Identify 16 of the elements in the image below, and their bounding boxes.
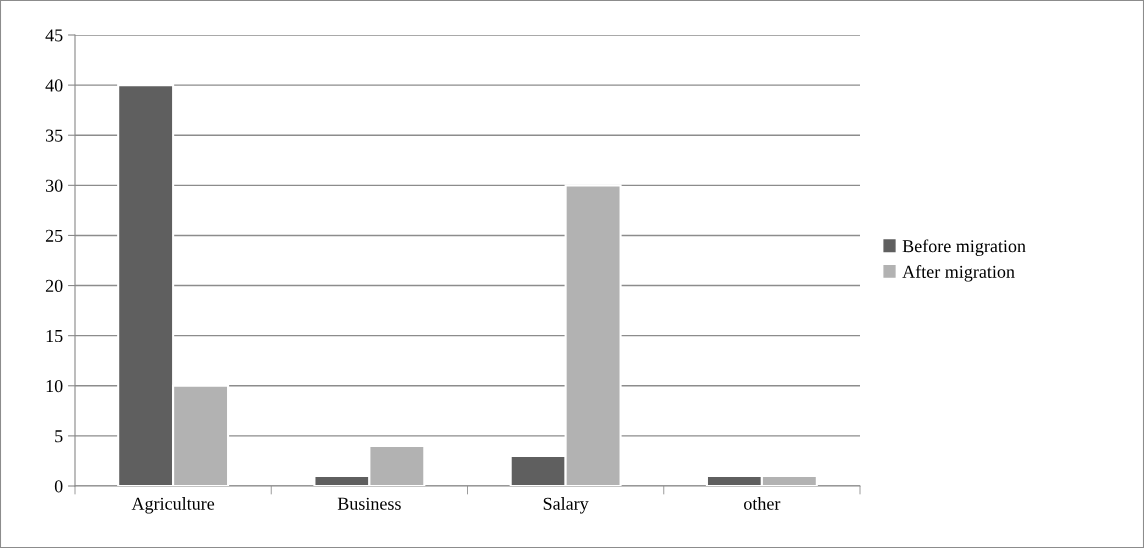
- y-tick-label: 30: [46, 179, 63, 192]
- legend-label: After migration: [902, 265, 1015, 282]
- x-tick-label: Agriculture: [131, 497, 215, 514]
- y-tick-label: 10: [46, 380, 63, 393]
- y-tick-label: 35: [46, 129, 63, 142]
- y-tick-label: 45: [45, 29, 63, 42]
- y-tick-label: 40: [45, 79, 63, 92]
- x-tick-label: other: [744, 497, 781, 510]
- y-tick-label: 15: [46, 330, 63, 343]
- legend-label: Before migration: [902, 239, 1026, 256]
- x-tick-label: Salary: [543, 497, 589, 514]
- x-tick-label: Business: [337, 497, 401, 510]
- y-tick-label: 25: [45, 229, 63, 242]
- y-tick-label: 5: [55, 430, 63, 443]
- y-tick-label: 0: [54, 480, 63, 493]
- y-tick-label: 20: [45, 279, 63, 292]
